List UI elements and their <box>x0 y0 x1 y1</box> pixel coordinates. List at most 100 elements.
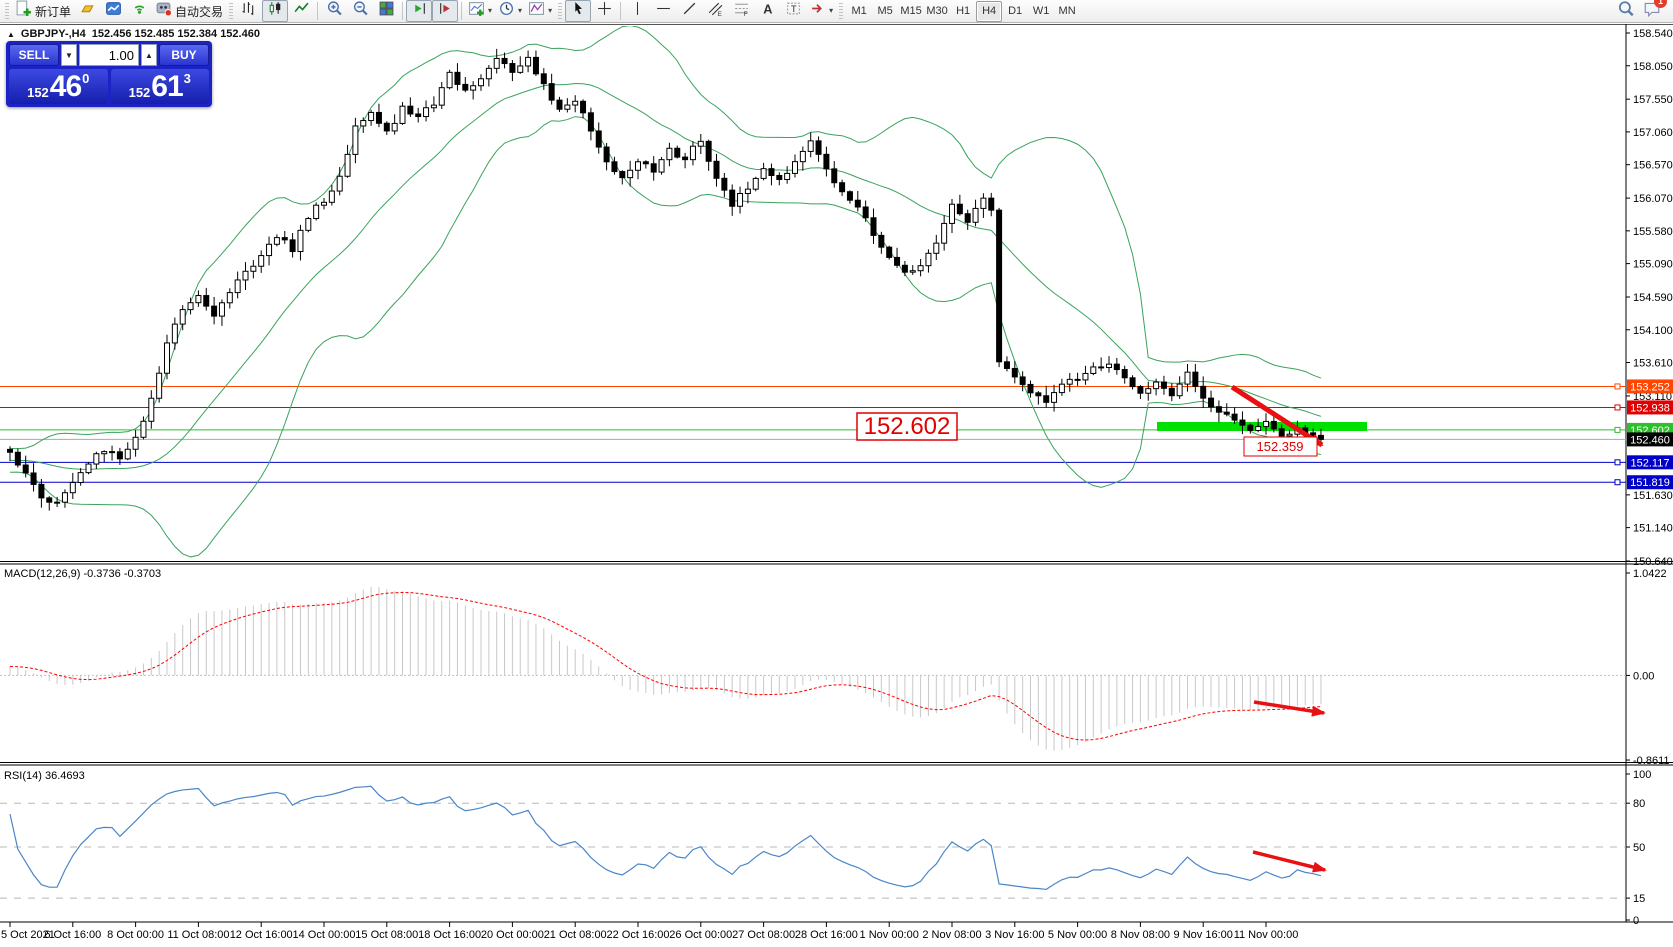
collapse-arrow-icon[interactable]: ▲ <box>7 29 15 39</box>
candle-body <box>493 57 500 69</box>
candle-body <box>792 161 798 174</box>
autotrading-label: 自动交易 <box>175 4 224 19</box>
timeframe-h1-button[interactable]: H1 <box>956 5 971 17</box>
macd-tick-label: 1.0422 <box>1633 568 1667 580</box>
volume-input[interactable] <box>79 44 139 66</box>
crosshair-tool-button[interactable] <box>591 0 617 22</box>
candle-body <box>548 83 555 101</box>
candle-body <box>1263 420 1269 428</box>
candle-body <box>46 497 53 503</box>
text-label-tool-button[interactable]: T <box>780 0 806 22</box>
candle-body <box>30 472 37 485</box>
toolbar-drag-handle[interactable] <box>558 3 563 19</box>
timeframe-mn-button[interactable]: MN <box>1058 5 1076 17</box>
signal-button[interactable] <box>126 0 152 22</box>
search-icon[interactable] <box>1617 0 1635 23</box>
auto-scroll-icon <box>411 0 428 22</box>
terminal-button[interactable] <box>100 0 126 22</box>
market-watch-button[interactable] <box>74 0 100 22</box>
candle-body <box>595 130 602 148</box>
price-tick-label: 155.090 <box>1633 259 1673 271</box>
candle-body <box>1215 406 1222 413</box>
candle-body <box>344 153 351 177</box>
tile-windows-button[interactable] <box>373 0 399 22</box>
line-chart-button[interactable] <box>288 0 314 22</box>
horizontal-line-tool-button[interactable] <box>650 0 676 22</box>
time-tick-label: 11 Oct 08:00 <box>167 929 229 941</box>
timeframe-m1-button[interactable]: M1 <box>851 5 867 17</box>
candle-body <box>964 213 971 223</box>
timeframe-m30-button[interactable]: M30 <box>926 5 948 17</box>
sell-price-panel[interactable]: 152 46 0 <box>9 69 108 104</box>
toolbar-drag-handle[interactable] <box>839 3 844 19</box>
candle-body <box>760 168 767 179</box>
candle-body <box>1239 419 1246 426</box>
rsi-tick-label: 80 <box>1633 798 1645 810</box>
bollinger-band-line <box>9 26 1322 450</box>
arrows-tool-button[interactable]: ▾ <box>806 0 836 22</box>
timeframe-d1-button[interactable]: D1 <box>1008 5 1023 17</box>
candle-body <box>446 71 453 89</box>
time-tick-label: 8 Nov 08:00 <box>1111 929 1170 941</box>
crosshair-icon <box>596 0 613 22</box>
cursor-tool-button[interactable] <box>565 0 592 22</box>
buy-button[interactable]: BUY <box>159 44 209 66</box>
zoom-out-button[interactable] <box>347 0 373 22</box>
toolbar-drag-handle[interactable] <box>5 3 9 19</box>
periods-button[interactable]: ▾ <box>495 0 525 22</box>
vertical-line-tool-button[interactable] <box>624 0 650 22</box>
volume-increase-button[interactable]: ▲ <box>141 44 157 66</box>
chart-shift-button[interactable] <box>432 0 459 22</box>
candle-body <box>1003 361 1010 369</box>
volume-decrease-button[interactable]: ▼ <box>61 44 77 66</box>
time-tick-label: 27 Oct 08:00 <box>732 929 795 941</box>
autotrading-button[interactable]: 自动交易 <box>152 0 226 22</box>
time-tick-label: 3 Nov 16:00 <box>985 929 1044 941</box>
auto-scroll-button[interactable] <box>406 0 433 22</box>
macd-histogram <box>9 586 1322 751</box>
candle-body <box>658 159 665 173</box>
candle-body <box>336 175 343 192</box>
candle-body <box>721 177 728 191</box>
macd-signal-line <box>9 591 1321 741</box>
indicators-button[interactable]: ▾ <box>465 0 495 22</box>
chat-button[interactable]: 1 <box>1643 0 1667 23</box>
candle-body <box>587 112 594 132</box>
candle-body <box>980 197 987 209</box>
fibonacci-tool-button[interactable]: F <box>728 0 754 22</box>
candle-body <box>179 309 186 325</box>
rsi-panel <box>0 785 1626 899</box>
time-tick-label: 1 Nov 00:00 <box>860 929 919 941</box>
zoom-in-button[interactable] <box>321 0 347 22</box>
candle-body <box>1153 381 1160 390</box>
timeframe-h4-button[interactable]: H4 <box>976 0 1003 22</box>
toolbar-drag-handle[interactable] <box>229 3 234 19</box>
timeframe-m5-button[interactable]: M5 <box>877 5 893 17</box>
vertical-line-icon <box>629 0 646 22</box>
svg-text:A: A <box>763 1 772 16</box>
text-tool-button[interactable]: A <box>754 0 780 22</box>
chart-canvas[interactable]: 152.602 152.359 158.540 158.050 157.550 157.0… <box>0 24 1673 947</box>
timeframe-m15-button[interactable]: M15 <box>900 5 922 17</box>
candle-body <box>752 177 759 190</box>
buy-price-panel[interactable]: 152 61 3 <box>110 69 209 104</box>
trendline-tool-button[interactable] <box>676 0 702 22</box>
symbol-quotes: 152.456 152.485 152.384 152.460 <box>91 28 260 40</box>
candle-body <box>580 100 587 114</box>
timeframe-w1-button[interactable]: W1 <box>1032 5 1050 17</box>
candle-body <box>1208 397 1215 408</box>
zoom-in-icon <box>326 0 343 22</box>
new-order-button[interactable]: 新订单 <box>12 0 74 22</box>
candle-body <box>870 217 877 236</box>
price-level-label-151.819: 151.819 <box>1627 475 1673 490</box>
candle-body <box>1011 367 1018 378</box>
equidistant-channel-tool-button[interactable]: E <box>702 0 728 22</box>
templates-button[interactable]: ▾ <box>525 0 555 22</box>
candle-body <box>1098 366 1105 369</box>
candle-body <box>1066 378 1073 385</box>
candlestick-chart-button[interactable] <box>262 0 289 22</box>
sell-button[interactable]: SELL <box>9 44 59 66</box>
candle-body <box>666 147 673 161</box>
bar-chart-button[interactable] <box>236 0 262 22</box>
